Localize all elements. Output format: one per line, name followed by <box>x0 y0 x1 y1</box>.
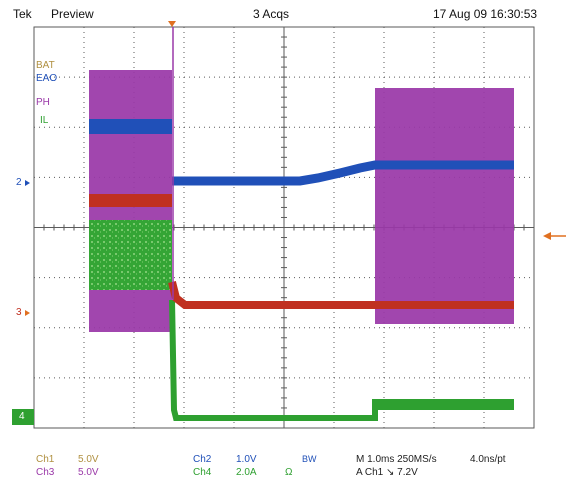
trigger-level-marker <box>543 232 566 240</box>
brand-label: Tek <box>13 7 32 21</box>
ch4-waveform <box>89 220 514 421</box>
ch2-scale[interactable]: 1.0V <box>236 454 257 465</box>
ch3-marker-label: 3 <box>16 307 22 318</box>
ch4-name[interactable]: Ch4 <box>193 467 212 478</box>
acquisition-count: 3 Acqs <box>253 7 290 21</box>
trigger-position-marker <box>168 21 176 27</box>
ch2-name[interactable]: Ch2 <box>193 454 212 465</box>
scale-readout: Ch1 5.0V Ch3 5.0V Ch2 1.0V Ch4 2.0A Ω BW… <box>0 450 568 487</box>
bandwidth-limit-indicator: BW <box>302 454 317 464</box>
ch4-marker-label: 4 <box>19 411 25 422</box>
trace-label-ph: PH <box>36 97 50 108</box>
ch4-unit-symbol: Ω <box>285 467 293 478</box>
trace-label-bat: BAT <box>36 60 55 71</box>
resolution-readout: 4.0ns/pt <box>470 454 506 465</box>
ch3-ground-marker[interactable] <box>25 310 30 316</box>
ch2-waveform <box>89 119 514 186</box>
ch4-scale[interactable]: 2.0A <box>236 467 257 478</box>
trace-label-eao: EAO <box>36 73 58 84</box>
acquisition-mode: Preview <box>51 7 94 21</box>
ch3-scale[interactable]: 5.0V <box>78 467 99 478</box>
ch2-marker-label: 2 <box>16 177 22 188</box>
ch1-waveform <box>89 194 514 309</box>
timebase-readout[interactable]: M 1.0ms 250MS/s <box>356 454 437 465</box>
oscilloscope-display <box>12 21 566 429</box>
ch1-name[interactable]: Ch1 <box>36 454 55 465</box>
trace-label-il: IL <box>40 115 49 126</box>
status-bar: Tek Preview 3 Acqs 17 Aug 09 16:30:53 <box>0 0 568 28</box>
ch4-ground-marker[interactable] <box>12 409 34 425</box>
ch3-name[interactable]: Ch3 <box>36 467 55 478</box>
trigger-readout[interactable]: A Ch1 ↘ 7.2V <box>356 467 418 478</box>
ch1-scale[interactable]: 5.0V <box>78 454 99 465</box>
ch2-ground-marker[interactable] <box>25 180 30 186</box>
timestamp: 17 Aug 09 16:30:53 <box>433 7 538 21</box>
